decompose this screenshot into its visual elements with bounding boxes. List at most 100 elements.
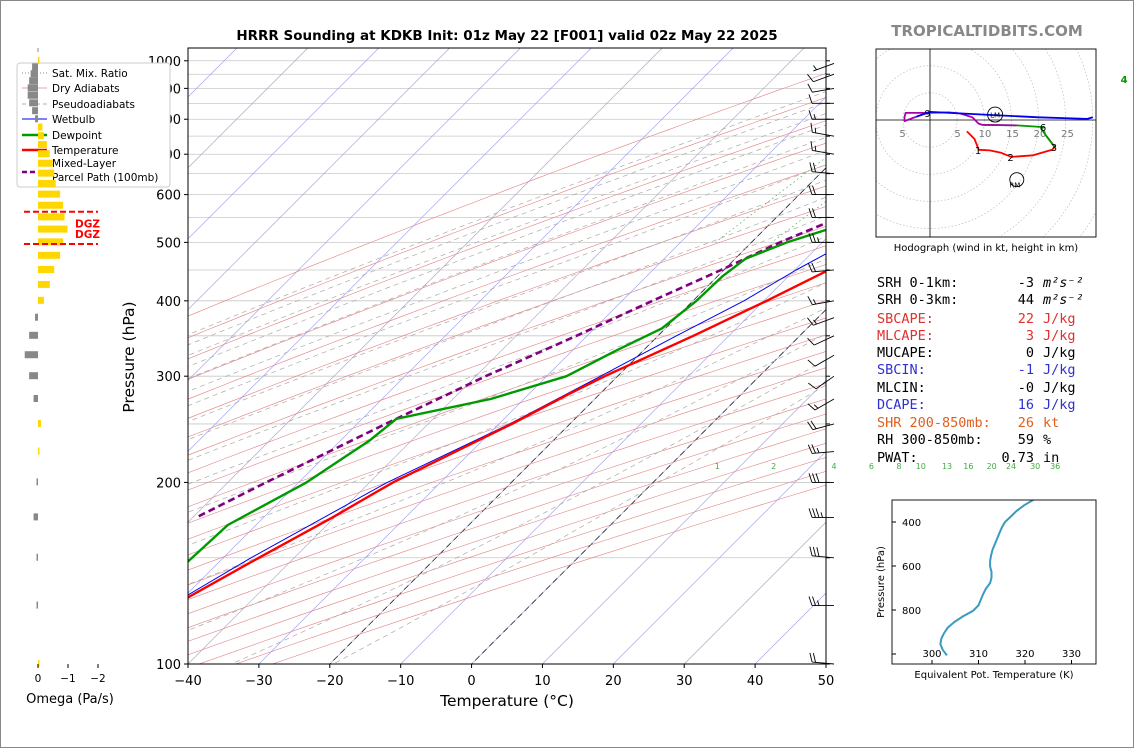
dry-adiabat-line <box>188 164 826 400</box>
wind-barb <box>808 596 834 606</box>
dry-adiabat-line <box>188 206 826 438</box>
wind-barb-half-flag <box>814 127 817 133</box>
omega-bar <box>38 280 50 288</box>
theta-e-line <box>939 500 1034 657</box>
param-label: SRH 0-1km: <box>877 275 958 291</box>
hodo-ring-label: 15 <box>1006 129 1019 140</box>
omega-bar <box>38 296 44 304</box>
mixing-ratio-line <box>869 48 1134 242</box>
param-unit: J/kg <box>1043 311 1076 327</box>
wind-barb-flag <box>807 317 814 326</box>
omega-bar <box>38 660 40 667</box>
omega-bar <box>36 478 38 486</box>
moist-adiabat-line <box>188 307 826 585</box>
wind-barb-flag <box>812 508 816 518</box>
hodo-ring-label: 10 <box>979 129 992 140</box>
wind-barb <box>807 73 835 83</box>
legend: Sat. Mix. Ratio Dry Adiabats Pseudoadiabat… <box>16 62 171 188</box>
right-mover-label: RM <box>1009 182 1020 190</box>
wind-barb-flag <box>812 653 817 663</box>
param-value: 44 <box>1018 292 1034 308</box>
omega-bar <box>30 70 38 78</box>
wind-barb-flag <box>809 162 813 172</box>
dry-adiabat-line <box>188 120 826 360</box>
theta-e-x-tick-label: 310 <box>969 649 988 660</box>
legend-item: Mixed-Layer Parcel Path (100mb) <box>22 158 158 184</box>
isotherm-line <box>188 48 734 594</box>
x-tick-label: 50 <box>818 674 835 689</box>
wind-barb <box>807 296 835 306</box>
param-value: -3 <box>1018 275 1034 291</box>
param-unit: J/kg <box>1043 380 1076 396</box>
wind-barb-flag <box>816 547 820 557</box>
omega-x-tick-label: −1 <box>60 673 75 685</box>
param-label: SRH 0-3km: <box>877 292 958 308</box>
wind-barb-flag <box>810 420 817 429</box>
moist-adiabat-line <box>188 236 826 485</box>
skewt-background-lines <box>188 48 1134 664</box>
omega-bar <box>35 115 38 123</box>
omega-bar <box>27 84 38 92</box>
y-tick-label: 100 <box>156 658 181 673</box>
omega-bar <box>38 132 44 140</box>
theta-e-ylabel: Pressure (hPa) <box>876 546 887 618</box>
param-unit: m²s⁻² <box>1042 275 1084 291</box>
wind-barb-flag <box>810 140 813 151</box>
wind-barb-half-flag <box>813 65 817 71</box>
wind-barb-half-flag <box>817 600 820 606</box>
wind-barb-flag <box>809 546 813 556</box>
dry-adiabat-line <box>188 97 826 339</box>
wind-barb-half-flag <box>813 319 817 325</box>
wind-barb-flag <box>810 122 813 133</box>
wind-barb <box>807 420 835 431</box>
wind-barb <box>808 208 834 218</box>
wind-barb-half-flag <box>813 299 817 305</box>
mixing-ratio-label: 4 <box>832 462 837 471</box>
param-value: 3 <box>1026 328 1034 344</box>
omega-bar <box>32 107 38 115</box>
hodo-ring-label: 25 <box>1061 129 1074 140</box>
mixing-ratio-label: 36 <box>1050 462 1060 471</box>
moist-adiabat-line <box>188 124 826 367</box>
param-row: RH 300-850mb: 59% <box>877 432 1051 448</box>
mixing-ratio-label: 16 <box>963 462 973 471</box>
param-value: 16 <box>1018 397 1034 413</box>
hodo-trace-9-12km <box>916 111 1094 120</box>
wind-barb-flag <box>812 208 816 218</box>
hodograph-caption: Hodograph (wind in kt, height in km) <box>894 243 1079 254</box>
omega-bar <box>33 513 38 521</box>
param-unit: % <box>1043 432 1051 448</box>
wind-barb <box>808 473 834 483</box>
isotherm-line <box>188 48 805 664</box>
wind-barb-flag <box>812 546 817 557</box>
temperature-line <box>188 270 826 599</box>
wind-barb <box>808 375 835 390</box>
legend-label: Dewpoint <box>52 130 102 142</box>
wind-barb-flag <box>808 110 813 120</box>
omega-bar <box>36 601 38 609</box>
omega-bar <box>29 331 38 339</box>
mixing-ratio-line <box>1033 48 1134 242</box>
skewt-xlabel: Temperature (°C) <box>439 692 574 710</box>
hodo-frame <box>875 48 1097 238</box>
omega-bar <box>38 190 61 198</box>
dry-adiabat-line <box>188 282 826 508</box>
hodo-ring-label: 5 <box>954 129 960 140</box>
hodo-ring-label: 20 <box>1034 129 1047 140</box>
mixing-ratio-label: 30 <box>1030 462 1040 471</box>
legend-label: Wetbulb <box>52 114 96 126</box>
omega-bar <box>29 77 38 85</box>
moist-adiabat-line <box>333 384 826 664</box>
param-row: SBCIN: -1 J/kg <box>877 362 1076 378</box>
dry-adiabat-line <box>188 300 826 524</box>
dry-adiabat-line <box>188 73 826 317</box>
wind-barb-flag <box>812 596 816 606</box>
mixing-ratio-label: 1 <box>715 462 720 471</box>
wind-barb-half-flag <box>817 237 820 243</box>
wind-barb <box>810 122 835 137</box>
dry-adiabat-line <box>188 383 826 600</box>
omega-bar <box>35 313 38 321</box>
omega-bar <box>38 169 55 177</box>
mixing-ratio-label: 6 <box>869 462 874 471</box>
theta-e-y-tick-label: 800 <box>902 606 921 617</box>
